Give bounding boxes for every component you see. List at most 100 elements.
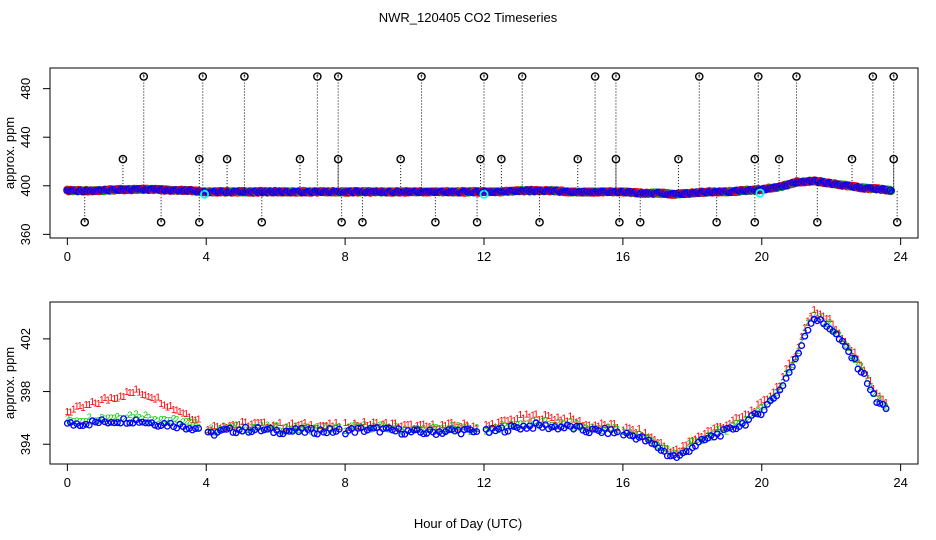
data-point-red: 1 xyxy=(715,422,721,433)
outlier-point xyxy=(889,154,898,164)
data-point-blue xyxy=(729,425,737,433)
outlier-point xyxy=(80,217,90,227)
outlier-glyph: * xyxy=(479,157,482,164)
data-point-blue xyxy=(126,419,134,427)
data-point-red: 1 xyxy=(758,397,764,408)
data-point-blue xyxy=(495,425,503,433)
data-point-green: 2 xyxy=(455,421,460,431)
outlier-point xyxy=(694,72,704,81)
data-point-green: 2 xyxy=(152,414,157,424)
data-point-red: 1 xyxy=(171,405,177,416)
data-point-green: 2 xyxy=(802,328,807,338)
data-point-red: 1 xyxy=(240,417,246,428)
data-point-red: 1 xyxy=(674,445,680,456)
data-point-blue xyxy=(123,419,131,427)
outlier-glyph: * xyxy=(122,157,125,164)
data-point-green: 2 xyxy=(534,417,539,427)
outlier-glyph: * xyxy=(226,157,229,164)
data-point-green: 2 xyxy=(127,410,132,420)
data-point-green: 2 xyxy=(193,417,198,427)
data-point-blue xyxy=(838,337,846,345)
outlier-glyph: * xyxy=(816,220,819,227)
data-point-green: 2 xyxy=(687,439,692,449)
data-point-green: 2 xyxy=(555,418,560,428)
data-point-red: 1 xyxy=(490,419,496,430)
data-point-red: 1 xyxy=(511,416,517,427)
outlier-point xyxy=(333,72,343,81)
data-point-blue xyxy=(226,424,234,432)
data-point-red: 1 xyxy=(258,418,264,429)
data-point-red: 1 xyxy=(521,413,527,424)
data-point-red: 1 xyxy=(736,414,742,425)
data-point-red: 1 xyxy=(549,413,555,424)
data-point-blue xyxy=(154,422,162,430)
y-tick-label: 398 xyxy=(18,381,33,403)
data-point-blue xyxy=(788,363,796,371)
y-tick-label: 480 xyxy=(18,78,33,100)
data-point-green: 2 xyxy=(137,413,142,423)
data-point-green: 2 xyxy=(165,416,170,426)
data-point-red: 1 xyxy=(855,354,861,365)
data-point-blue xyxy=(145,419,153,427)
data-point-red: 1 xyxy=(599,419,605,430)
data-point-green: 2 xyxy=(646,433,651,443)
data-point-red: 1 xyxy=(461,418,467,429)
data-point-blue xyxy=(329,428,337,436)
data-point-red: 1 xyxy=(852,348,858,359)
data-point-blue xyxy=(501,428,509,436)
data-point-blue xyxy=(498,424,506,432)
data-point-blue xyxy=(779,382,787,390)
data-point-red: 1 xyxy=(555,413,561,424)
data-point-green: 2 xyxy=(540,416,545,426)
x-tick-label: 20 xyxy=(755,249,769,264)
data-point-blue xyxy=(510,423,518,430)
outlier-point xyxy=(417,72,426,81)
data-point-blue xyxy=(663,452,671,460)
data-point-red: 1 xyxy=(190,415,196,426)
data-point-green: 2 xyxy=(509,419,514,429)
data-point-blue xyxy=(420,430,428,438)
data-point-red: 1 xyxy=(671,446,677,457)
data-point-blue xyxy=(113,419,121,427)
data-point-blue xyxy=(63,419,71,427)
data-point-red: 1 xyxy=(177,407,183,418)
data-point-blue xyxy=(698,435,706,443)
data-point-green: 2 xyxy=(759,402,764,412)
data-point-green: 2 xyxy=(502,421,507,431)
x-tick-label: 24 xyxy=(893,249,907,264)
data-point-blue xyxy=(648,439,656,447)
data-point-green: 2 xyxy=(434,423,439,433)
data-point-green: 2 xyxy=(146,412,151,422)
data-point-blue xyxy=(851,355,859,363)
data-point-red: 1 xyxy=(349,423,355,434)
outlier-glyph: * xyxy=(420,74,423,81)
data-point-red: 1 xyxy=(421,420,427,431)
data-point-green: 2 xyxy=(352,420,357,430)
data-point-red: 1 xyxy=(290,418,296,429)
data-point-blue xyxy=(410,426,418,434)
data-point-green: 2 xyxy=(777,384,782,394)
data-point-blue xyxy=(504,427,512,435)
data-point-green: 2 xyxy=(274,421,279,431)
data-point-red: 1 xyxy=(536,415,542,426)
data-point-green: 2 xyxy=(109,413,114,423)
x-tick-label: 0 xyxy=(64,475,71,490)
data-point-green: 2 xyxy=(734,419,739,429)
data-point-blue xyxy=(88,417,96,425)
data-point-blue xyxy=(592,425,599,433)
data-point-red: 1 xyxy=(508,414,514,425)
outlier-glyph: * xyxy=(521,74,524,81)
data-point-blue xyxy=(82,420,90,428)
data-point-green: 2 xyxy=(143,410,148,420)
data-point-red: 1 xyxy=(571,415,577,426)
data-point-red: 1 xyxy=(596,422,602,433)
data-point-red: 1 xyxy=(771,387,777,398)
data-point-blue xyxy=(263,425,271,433)
data-point-red: 1 xyxy=(543,410,549,421)
outlier-point xyxy=(472,217,482,227)
data-point-green: 2 xyxy=(155,416,160,426)
data-point-green: 2 xyxy=(80,416,85,426)
outlier-point xyxy=(611,72,621,81)
outlier-point xyxy=(313,72,322,81)
data-point-red: 1 xyxy=(252,418,258,429)
